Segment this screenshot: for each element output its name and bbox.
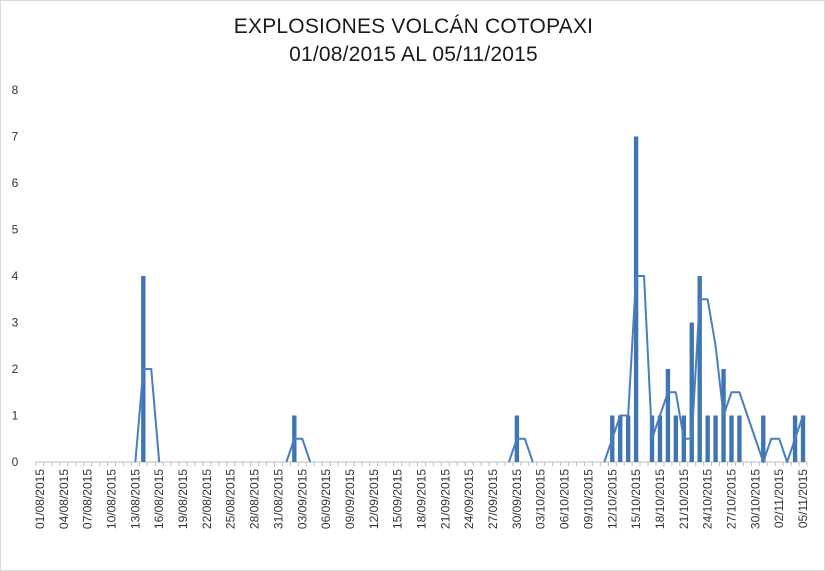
bar (625, 415, 631, 462)
series-line (507, 437, 534, 463)
x-tick-label: 27/09/2015 (486, 469, 500, 529)
bar (633, 136, 639, 462)
y-tick-label: 8 (12, 83, 19, 97)
y-tick-label: 7 (12, 130, 19, 144)
bar (800, 415, 806, 462)
x-tick-label: 10/08/2015 (105, 469, 119, 529)
x-tick-label: 04/08/2015 (57, 469, 71, 529)
x-tick-label: 22/08/2015 (200, 469, 214, 529)
x-tick-label: 09/10/2015 (581, 469, 595, 529)
series-line (603, 275, 804, 463)
x-tick-label: 12/10/2015 (605, 469, 619, 529)
x-tick-label: 24/09/2015 (462, 469, 476, 529)
x-tick-label: 15/09/2015 (391, 469, 405, 529)
x-tick-label: 21/10/2015 (677, 469, 691, 529)
bar (761, 415, 766, 462)
x-tick-label: 30/10/2015 (748, 469, 762, 529)
x-tick-label: 18/10/2015 (653, 469, 667, 529)
bar (618, 415, 623, 462)
x-tick-label: 12/09/2015 (367, 469, 381, 529)
y-tick-label: 6 (12, 176, 19, 190)
x-tick-label: 07/08/2015 (81, 469, 95, 529)
chart-title: EXPLOSIONES VOLCÁN COTOPAXI (233, 15, 594, 38)
x-tick-label: 01/08/2015 (33, 469, 47, 529)
x-tick-label: 16/08/2015 (152, 469, 166, 529)
y-tick-label: 3 (12, 316, 19, 330)
series-line (134, 368, 161, 463)
bar (705, 415, 710, 462)
series-line (285, 437, 312, 463)
bar (697, 276, 702, 462)
bar (657, 415, 663, 462)
x-tick-label: 19/08/2015 (176, 469, 190, 529)
x-tick-label: 03/09/2015 (295, 469, 309, 529)
bar (729, 415, 734, 462)
x-tick-label: 28/08/2015 (248, 469, 262, 529)
y-tick-label: 5 (12, 223, 19, 237)
x-tick-label: 03/10/2015 (534, 469, 548, 529)
y-tick-label: 4 (12, 269, 19, 283)
x-tick-label: 31/08/2015 (271, 469, 285, 529)
x-tick-label: 25/08/2015 (224, 469, 238, 529)
x-tick-label: 09/09/2015 (343, 469, 357, 529)
x-tick-label: 06/09/2015 (319, 469, 333, 529)
x-tick-label: 13/08/2015 (128, 469, 142, 529)
bar (673, 415, 679, 462)
y-tick-label: 0 (12, 455, 19, 469)
x-tick-label: 24/10/2015 (701, 469, 715, 529)
x-tick-label: 06/10/2015 (558, 469, 572, 529)
y-tick-label: 2 (12, 362, 19, 376)
x-tick-label: 05/11/2015 (796, 469, 810, 528)
bar (665, 369, 671, 462)
x-tick-label: 02/11/2015 (772, 469, 786, 528)
x-tick-label: 30/09/2015 (510, 469, 524, 529)
x-tick-label: 21/09/2015 (438, 469, 452, 529)
bar (737, 415, 742, 462)
x-tick-label: 27/10/2015 (724, 469, 738, 529)
chart-subtitle: 01/08/2015 AL 05/11/2015 (289, 43, 538, 66)
bar (713, 415, 718, 462)
y-tick-label: 1 (12, 409, 19, 423)
x-tick-label: 18/09/2015 (415, 469, 429, 529)
x-tick-label: 15/10/2015 (629, 469, 643, 529)
bar (689, 322, 694, 462)
